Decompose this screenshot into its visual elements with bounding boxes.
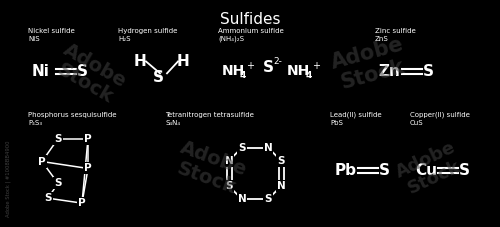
Text: N: N [264,143,272,153]
Text: S: S [77,64,88,79]
Text: H: H [134,54,146,69]
Text: Ammonium sulfide: Ammonium sulfide [218,28,284,34]
Text: Zn: Zn [378,64,400,79]
Text: S: S [54,178,62,188]
Text: S: S [459,163,470,178]
Text: S: S [277,155,285,165]
Text: N: N [276,181,285,191]
Text: ZnS: ZnS [375,36,389,42]
Text: P: P [38,157,46,167]
Text: NH: NH [222,64,245,78]
Text: Lead(II) sulfide: Lead(II) sulfide [330,112,382,118]
Text: +: + [246,61,254,72]
Text: 2-: 2- [273,57,282,66]
Text: 4: 4 [240,71,246,80]
Text: S: S [263,60,274,75]
Text: S: S [44,193,52,203]
Text: Pb: Pb [335,163,357,178]
Text: (NH₄)₂S: (NH₄)₂S [218,36,244,42]
Text: S: S [264,194,272,204]
Text: Phosphorus sesquisulfide: Phosphorus sesquisulfide [28,112,117,118]
Text: Adobe
Stock: Adobe Stock [393,138,467,199]
Text: P₄S₃: P₄S₃ [28,120,42,126]
Text: S: S [225,181,233,191]
Text: Hydrogen sulfide: Hydrogen sulfide [118,28,178,34]
Text: +: + [312,61,320,72]
Text: PbS: PbS [330,120,343,126]
Text: Zinc sulfide: Zinc sulfide [375,28,416,34]
Text: Adobe Stock | #1008BB4900: Adobe Stock | #1008BB4900 [5,140,11,217]
Text: S: S [423,64,434,79]
Text: P: P [84,163,92,173]
Text: P: P [78,198,86,208]
Text: 4: 4 [306,71,312,80]
Text: S: S [54,134,62,144]
Text: N: N [238,194,246,204]
Text: Sulfides: Sulfides [220,12,280,27]
Text: S: S [379,163,390,178]
Text: Nickel sulfide: Nickel sulfide [28,28,75,34]
Text: Copper(II) sulfide: Copper(II) sulfide [410,112,470,118]
Text: H: H [176,54,190,69]
Text: N: N [224,155,234,165]
Text: S: S [152,70,164,85]
Text: Ni: Ni [32,64,50,79]
Text: Tetranitrogen tetrasulfide: Tetranitrogen tetrasulfide [165,112,254,118]
Text: Adobe
Stock: Adobe Stock [170,138,250,199]
Text: Cu: Cu [415,163,437,178]
Text: Adobe
Stock: Adobe Stock [328,35,411,94]
Text: S₄N₄: S₄N₄ [165,120,180,126]
Text: NiS: NiS [28,36,40,42]
Text: NH: NH [287,64,310,78]
Text: CuS: CuS [410,120,424,126]
Text: Adobe
Stock: Adobe Stock [50,40,130,109]
Text: H₂S: H₂S [118,36,130,42]
Text: P: P [84,134,92,144]
Text: S: S [238,143,246,153]
